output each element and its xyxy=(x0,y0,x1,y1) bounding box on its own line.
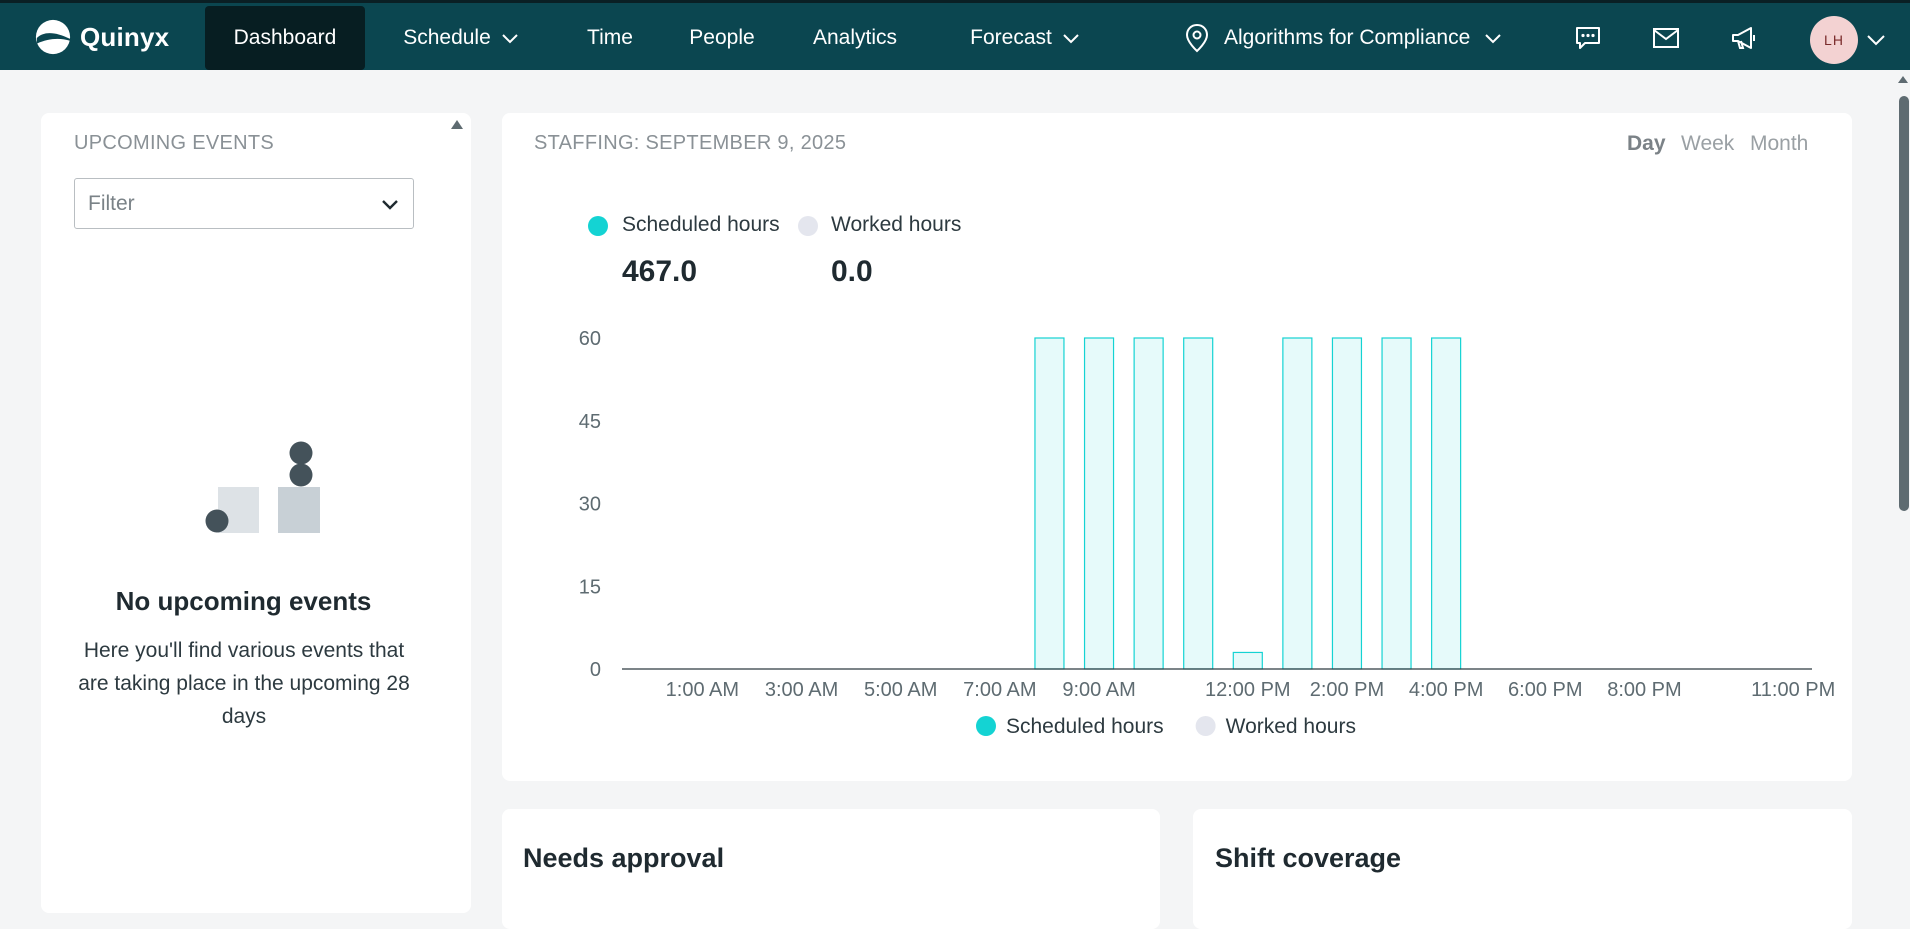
events-filter-select[interactable]: Filter xyxy=(74,178,414,229)
location-label: Algorithms for Compliance xyxy=(1224,26,1471,49)
user-avatar[interactable]: LH xyxy=(1810,16,1858,64)
nav-time[interactable]: Time xyxy=(570,6,650,70)
staffing-title: STAFFING: SEPTEMBER 9, 2025 xyxy=(534,132,847,154)
nav-people-label: People xyxy=(689,26,755,49)
nav-dashboard[interactable]: Dashboard xyxy=(205,6,365,70)
user-initials: LH xyxy=(1824,32,1844,48)
scheduled-hours-label: Scheduled hours xyxy=(622,213,780,236)
chevron-down-icon[interactable] xyxy=(1866,33,1886,46)
nav-analytics[interactable]: Analytics xyxy=(800,6,910,70)
nav-people[interactable]: People xyxy=(676,6,768,70)
scroll-up-arrow-icon[interactable] xyxy=(450,118,464,130)
scroll-up-arrow-icon[interactable] xyxy=(1897,74,1909,84)
quinyx-logo[interactable]: Quinyx xyxy=(34,17,169,57)
needs-approval-title: Needs approval xyxy=(523,843,725,873)
chevron-down-icon xyxy=(502,34,518,44)
chevron-down-icon xyxy=(1063,34,1079,44)
nav-analytics-label: Analytics xyxy=(812,26,898,49)
nav-time-label: Time xyxy=(587,26,633,49)
period-day-tab[interactable]: Day xyxy=(1627,132,1666,155)
brand-name: Quinyx xyxy=(80,21,170,52)
empty-events-illustration xyxy=(205,441,320,533)
worked-hours-label: Worked hours xyxy=(831,213,962,236)
no-events-description: Here you'll find various events that are… xyxy=(78,639,410,728)
nav-schedule-label: Schedule xyxy=(403,26,491,49)
staffing-card xyxy=(502,113,1852,781)
nav-forecast[interactable]: Forecast xyxy=(956,6,1094,70)
scheduled-hours-total: 467.0 xyxy=(622,255,698,288)
quinyx-logo-icon xyxy=(35,19,71,55)
location-selector[interactable]: Algorithms for Compliance xyxy=(1184,6,1502,70)
worked-hours-total: 0.0 xyxy=(831,255,873,288)
nav-schedule[interactable]: Schedule xyxy=(388,6,534,70)
mail-icon[interactable] xyxy=(1651,23,1681,53)
no-events-title: No upcoming events xyxy=(115,586,372,616)
chevron-down-icon xyxy=(1485,34,1501,44)
shift-coverage-title: Shift coverage xyxy=(1215,843,1402,873)
chevron-down-icon xyxy=(382,200,398,210)
chat-icon[interactable] xyxy=(1573,23,1603,53)
nav-forecast-label: Forecast xyxy=(970,26,1052,49)
nav-dashboard-label: Dashboard xyxy=(233,26,337,49)
worked-legend-dot xyxy=(798,216,818,236)
top-navigation-bar: Quinyx Dashboard Schedule Time People An… xyxy=(0,0,1910,70)
period-month-tab[interactable]: Month xyxy=(1750,132,1809,155)
megaphone-icon[interactable] xyxy=(1729,23,1759,53)
scheduled-legend-dot xyxy=(588,216,608,236)
upcoming-events-title: UPCOMING EVENTS xyxy=(74,132,275,154)
location-pin-icon xyxy=(1185,23,1209,53)
page-scrollbar-thumb[interactable] xyxy=(1899,96,1909,511)
period-week-tab[interactable]: Week xyxy=(1681,132,1735,155)
filter-placeholder: Filter xyxy=(88,191,135,215)
